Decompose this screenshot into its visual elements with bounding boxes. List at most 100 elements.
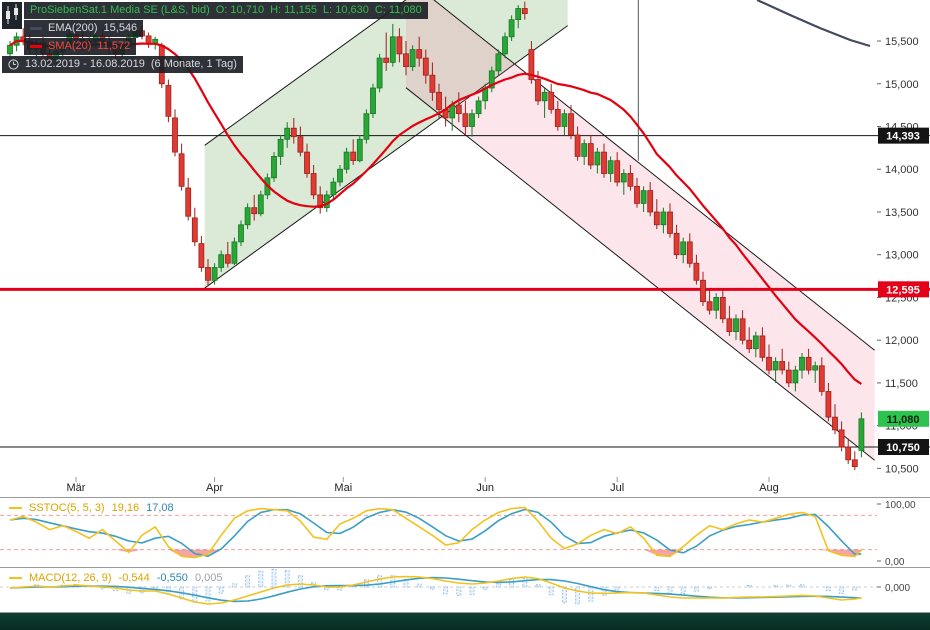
timeframe: (6 Monate, 1 Tag): [150, 58, 237, 70]
candle: [317, 194, 324, 209]
date-range: 13.02.2019 - 16.08.2019: [25, 58, 145, 70]
candle: [772, 361, 779, 371]
candle: [515, 8, 522, 21]
candle: [495, 53, 502, 72]
macd-histogram-bar: [786, 584, 792, 588]
price-badge: [878, 439, 929, 456]
macd-histogram-bar: [363, 579, 369, 588]
candle: [614, 160, 621, 183]
sma-indicator-row[interactable]: SMA(20) 11,572: [24, 38, 137, 55]
candle: [257, 194, 264, 215]
date-range-row[interactable]: 13.02.2019 - 16.08.2019 (6 Monate, 1 Tag…: [2, 56, 243, 73]
candle: [845, 446, 852, 461]
candle: [436, 91, 442, 110]
candle: [779, 361, 786, 371]
macd-signal-value: -0,550: [156, 572, 188, 584]
x-month-label: Aug: [759, 482, 779, 494]
macd-histogram-bar: [456, 586, 462, 596]
candle: [838, 429, 845, 448]
ohlc-open: O: 10,710: [215, 4, 265, 16]
down-trend-channel: [406, 0, 875, 461]
price-badge-label: 12,595: [886, 284, 920, 296]
price-badge: [878, 281, 929, 298]
macd-histogram-bar: [614, 586, 620, 591]
macd-histogram-bar: [416, 583, 422, 588]
macd-histogram-bar: [231, 583, 237, 588]
sma20-line[interactable]: [9, 39, 863, 385]
candle: [660, 211, 667, 226]
macd-histogram-bar: [548, 586, 554, 596]
candle: [370, 87, 376, 115]
macd-histogram-bar: [139, 586, 145, 594]
candle: [191, 217, 198, 243]
macd-legend[interactable]: MACD(12, 26, 9) -0,544 -0,550 0,005: [6, 572, 226, 584]
candle: [858, 418, 865, 451]
sstoc-legend[interactable]: SSTOC(5, 5, 3) 19,16 17,08: [6, 502, 177, 514]
instrument-name: ProSiebenSat.1 Media SE (L&S, bid): [30, 4, 210, 16]
ema-indicator-row[interactable]: EMA(200) 15,546: [24, 20, 144, 37]
sstoc-d-value: 17,08: [146, 502, 174, 514]
candle: [686, 241, 693, 264]
ohlc-high: H: 11,155: [270, 4, 317, 16]
candle: [271, 155, 277, 179]
candle: [297, 136, 304, 153]
candle: [356, 138, 363, 162]
candle: [277, 138, 284, 157]
candle: [851, 459, 858, 467]
candle: [673, 232, 680, 256]
macd-histogram-bar: [245, 575, 251, 588]
main-price-chart[interactable]: 15,50015,00014,50014,00013,50013,00012,5…: [0, 0, 930, 498]
price-badge-label: 11,080: [886, 414, 919, 426]
candle: [825, 391, 832, 418]
bottom-toolbar: [0, 613, 930, 630]
macd-histogram-bar: [522, 578, 528, 588]
macd-histogram-bar: [218, 586, 224, 594]
x-month-label: Mär: [67, 482, 86, 494]
candle: [290, 127, 297, 138]
macd-histogram-bar: [852, 586, 858, 591]
sstoc-name: SSTOC(5, 5, 3): [29, 502, 105, 514]
candle: [178, 153, 185, 187]
x-month-label: Jul: [610, 482, 624, 494]
price-badge-label: 10,750: [886, 442, 920, 454]
sstoc-chart[interactable]: 100,00 0,00: [0, 498, 930, 568]
candle: [409, 49, 416, 68]
ema200-line[interactable]: [756, 0, 871, 48]
macd-histogram-bar: [495, 583, 501, 588]
candle: [587, 143, 594, 166]
candle: [488, 70, 495, 89]
macd-chart[interactable]: 0,000: [0, 568, 930, 613]
candle: [581, 143, 588, 157]
ohlc-low: L: 10,630: [322, 4, 369, 16]
candle: [746, 339, 753, 350]
sstoc-k-line: [9, 506, 862, 559]
ema-line-swatch: [30, 27, 42, 30]
macd-histogram-bar: [773, 585, 779, 588]
macd-histogram-bar: [509, 579, 515, 588]
candle: [475, 100, 482, 115]
chart-legend: ProSiebenSat.1 Media SE (L&S, bid) O: 10…: [2, 2, 428, 74]
price-badge: [878, 127, 929, 144]
candle: [396, 36, 403, 55]
candle: [502, 36, 508, 55]
macd-line-swatch: [9, 577, 22, 579]
candle: [310, 173, 317, 196]
macd-histogram-bar: [561, 586, 567, 604]
macd-histogram-bar: [746, 585, 752, 588]
instrument-title-row[interactable]: ProSiebenSat.1 Media SE (L&S, bid) O: 10…: [24, 2, 428, 19]
candle: [211, 267, 218, 281]
candle: [739, 318, 746, 341]
candle: [422, 57, 429, 76]
main-chart-pane: 15,500 15,000 14,500 14,000 13,500 13,000 12,5…: [0, 0, 930, 498]
candle: [455, 104, 462, 114]
x-month-label: Apr: [206, 482, 223, 494]
candle: [733, 318, 739, 332]
candle: [785, 369, 792, 384]
candle: [706, 301, 713, 311]
candle: [766, 356, 772, 371]
candle: [601, 151, 607, 174]
candle: [726, 318, 733, 332]
candle: [343, 151, 350, 170]
candle: [653, 211, 660, 226]
candle: [548, 91, 555, 110]
